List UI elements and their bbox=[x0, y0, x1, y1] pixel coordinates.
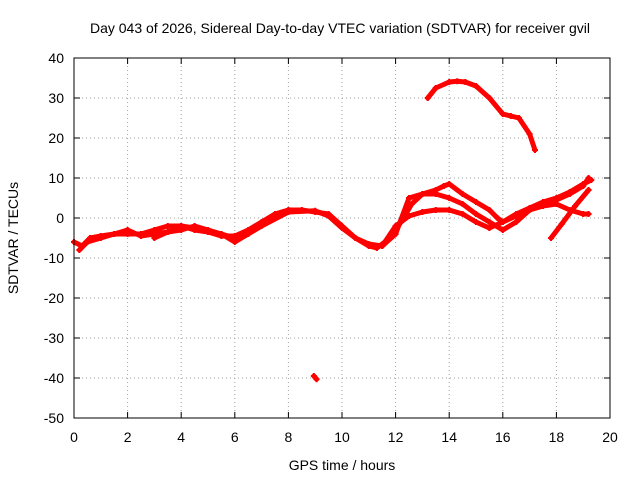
data-point bbox=[313, 376, 320, 383]
data-track-segment bbox=[285, 208, 318, 215]
y-tick-label: 0 bbox=[56, 210, 64, 226]
x-tick-label: 2 bbox=[124, 429, 132, 445]
y-tick-label: -50 bbox=[44, 410, 64, 426]
data-points bbox=[71, 78, 595, 383]
x-tick-label: 14 bbox=[441, 429, 457, 445]
data-track-segment bbox=[500, 219, 519, 233]
data-track-segment bbox=[460, 201, 479, 217]
y-axis-ticks: -50 -40 -30 -20 -10 0 10 20 30 40 bbox=[44, 50, 610, 426]
x-tick-label: 18 bbox=[549, 429, 565, 445]
series-track-f bbox=[548, 187, 592, 241]
data-track-segment bbox=[486, 219, 506, 233]
data-track-segment bbox=[460, 191, 479, 205]
data-track-segment bbox=[245, 219, 265, 233]
data-point bbox=[585, 187, 592, 193]
y-tick-label: 10 bbox=[48, 170, 64, 186]
data-track-segment bbox=[218, 231, 238, 245]
data-track-segment bbox=[232, 231, 251, 245]
x-axis-ticks: 0 2 4 6 8 10 12 14 16 18 20 bbox=[70, 58, 618, 445]
data-track-segment bbox=[259, 209, 291, 229]
data-track-segment bbox=[460, 211, 479, 225]
y-tick-label: 30 bbox=[48, 90, 64, 106]
x-tick-label: 6 bbox=[231, 429, 239, 445]
data-track-segment bbox=[567, 183, 586, 197]
data-track-segment bbox=[446, 181, 466, 197]
data-track-segment bbox=[473, 211, 492, 225]
y-tick-label: 40 bbox=[48, 50, 64, 66]
data-track-segment bbox=[245, 223, 265, 237]
x-tick-label: 16 bbox=[495, 429, 511, 445]
chart-title: Day 043 of 2026, Sidereal Day-to-day VTE… bbox=[90, 20, 590, 36]
data-track-segment bbox=[473, 83, 492, 101]
y-tick-label: -30 bbox=[44, 330, 64, 346]
series-track-c bbox=[379, 181, 592, 249]
y-tick-label: -10 bbox=[44, 250, 64, 266]
y-tick-label: -40 bbox=[44, 370, 64, 386]
series-outlier bbox=[310, 373, 320, 383]
grid bbox=[74, 58, 610, 418]
data-track-segment bbox=[379, 227, 399, 249]
data-track-segment bbox=[559, 203, 578, 227]
x-tick-label: 8 bbox=[285, 429, 293, 445]
x-tick-label: 12 bbox=[388, 429, 404, 445]
series-track-d bbox=[424, 78, 538, 153]
series-track-e bbox=[151, 223, 252, 245]
data-track-segment bbox=[548, 221, 565, 241]
y-axis-label: SDTVAR / TECUs bbox=[5, 182, 21, 294]
data-track-segment bbox=[486, 95, 506, 117]
data-track-segment bbox=[572, 187, 592, 209]
x-axis-label: GPS time / hours bbox=[289, 457, 396, 473]
data-track-segment bbox=[473, 199, 492, 213]
data-track-segment bbox=[516, 115, 533, 137]
data-point bbox=[585, 175, 592, 181]
y-tick-label: 20 bbox=[48, 130, 64, 146]
y-tick-label: -20 bbox=[44, 290, 64, 306]
data-track-segment bbox=[339, 225, 358, 241]
x-tick-label: 10 bbox=[334, 429, 350, 445]
data-track-segment bbox=[326, 213, 345, 231]
data-track-segment bbox=[401, 201, 415, 221]
x-tick-label: 4 bbox=[177, 429, 185, 445]
data-point bbox=[531, 147, 538, 153]
data-point bbox=[245, 231, 252, 237]
x-tick-label: 20 bbox=[602, 429, 618, 445]
data-point bbox=[585, 211, 592, 217]
data-track-segment bbox=[259, 211, 278, 225]
x-tick-label: 0 bbox=[70, 429, 78, 445]
